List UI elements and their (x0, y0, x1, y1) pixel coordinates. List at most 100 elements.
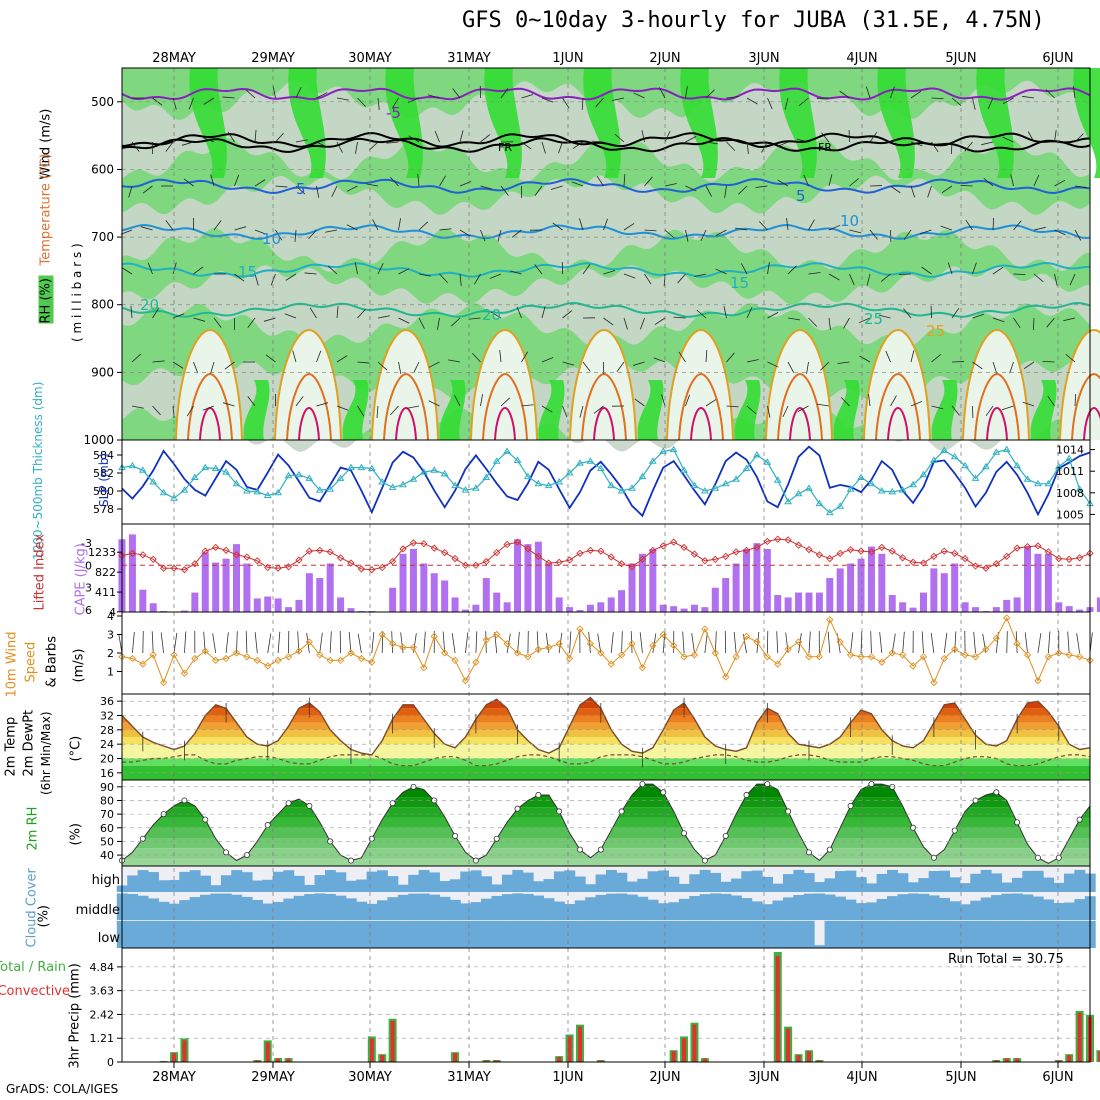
wind-barb (468, 317, 481, 320)
thickness-line (121, 448, 1091, 514)
wind-barb (377, 361, 388, 371)
wind-speed-point (857, 653, 865, 661)
cloud-middle-bar (751, 901, 763, 920)
cloud-high-bar (1001, 882, 1013, 892)
wind-barb (919, 229, 932, 235)
wind-speed-point (357, 654, 366, 663)
wind-barb (927, 185, 932, 198)
cape-bar (409, 548, 417, 612)
precip-convective-bar (182, 1040, 187, 1062)
cape-bar (555, 597, 563, 612)
slp-tick-label: 1011 (1056, 465, 1084, 478)
cape-bar (607, 597, 615, 612)
date-label-bottom: 29MAY (251, 1070, 295, 1085)
thickness-point (451, 481, 459, 489)
thickness-point (305, 474, 314, 481)
wind-speed-point (503, 640, 511, 648)
cloud-middle-bar (616, 893, 628, 920)
cloud-low-bar (751, 920, 763, 948)
wind-barb (663, 273, 666, 286)
wind-barb (355, 141, 358, 154)
li-point (846, 545, 855, 554)
rh-point (764, 781, 771, 788)
cloud-high-bar (189, 870, 201, 892)
wind-barb (849, 229, 862, 234)
wind-barb (193, 361, 199, 374)
temp-contour-25 (569, 328, 637, 441)
wind-barb (490, 311, 502, 319)
p5-b-label: 2m DewPt (21, 709, 37, 777)
wind-barb (118, 633, 123, 654)
wind-barb (950, 141, 953, 155)
rh-dry-bubble (766, 330, 832, 440)
wind-barb (541, 306, 546, 319)
cloud-low-bar (897, 920, 909, 948)
cloud-high-bar (439, 881, 451, 892)
cloud-low-bar (387, 920, 399, 948)
cloud-middle-bar (439, 896, 451, 920)
li-point (878, 543, 886, 552)
isotherm-line (121, 178, 1091, 195)
wind-barb (865, 86, 871, 99)
rh-plume (734, 380, 761, 440)
wind-barb (910, 185, 916, 198)
wind-barb (723, 306, 727, 319)
date-label-bottom: 28MAY (152, 1070, 196, 1085)
wind-barb (186, 405, 194, 417)
cloud-low-bar (814, 945, 826, 948)
cloud-low-bar (689, 920, 701, 948)
cloud-low-bar (803, 920, 815, 948)
thickness-point (784, 497, 793, 505)
temp-tick-label: 32 (100, 710, 114, 723)
cloud-middle-bar (127, 894, 139, 920)
wind-barb (212, 633, 217, 654)
wind-barb (509, 270, 522, 275)
cloud-middle-bar (1011, 893, 1023, 920)
thickness-point (1002, 445, 1011, 453)
wind-barb (921, 631, 924, 654)
cape-bar (149, 603, 157, 612)
li-tick-label: 3 (85, 582, 92, 595)
cloud-high-bar (429, 872, 440, 892)
wind-barb (641, 130, 645, 143)
wind-barb (705, 141, 718, 145)
temp-band (122, 722, 1090, 730)
wind-barb (821, 132, 830, 143)
cloud-middle-bar (533, 895, 545, 920)
wind-barb (203, 631, 206, 654)
wind-barb (691, 633, 695, 654)
li-point (888, 547, 896, 555)
wind-barb (184, 631, 187, 654)
cloud-middle-bar (689, 896, 701, 920)
li-point (420, 540, 428, 548)
cape-bar (743, 548, 751, 612)
cloud-middle-bar (730, 895, 742, 920)
slp-tick-label: 1014 (1056, 444, 1084, 457)
thickness-point (815, 499, 824, 507)
cloud-middle-bar (231, 894, 243, 920)
thickness-point (617, 487, 626, 494)
temp-contour-30 (777, 372, 823, 441)
cloud-high-bar (283, 870, 295, 892)
wind-barb (806, 361, 809, 374)
wind-barb (767, 361, 779, 368)
wind-barb (316, 141, 328, 148)
thickness-tick-label: 584 (93, 449, 114, 462)
wind-speed-point (482, 636, 490, 644)
rh-band (122, 838, 1090, 849)
cloud-low-bar (512, 920, 524, 948)
wind-speed-point (274, 656, 282, 665)
date-label-bottom: 5JUN (945, 1070, 976, 1085)
cloud-high-bar (366, 871, 378, 892)
wind-barb (558, 141, 563, 154)
li-point (139, 551, 147, 559)
cloud-low-bar (283, 920, 295, 948)
wind-barb (408, 135, 420, 143)
wind-speed-point (212, 656, 220, 665)
rh-panel (117, 68, 1100, 452)
temp-band (122, 697, 1090, 702)
thickness-point (1023, 475, 1032, 482)
precip-convective-bar (494, 1060, 499, 1062)
cape-bar (243, 563, 251, 612)
slp-panel (117, 445, 1095, 518)
